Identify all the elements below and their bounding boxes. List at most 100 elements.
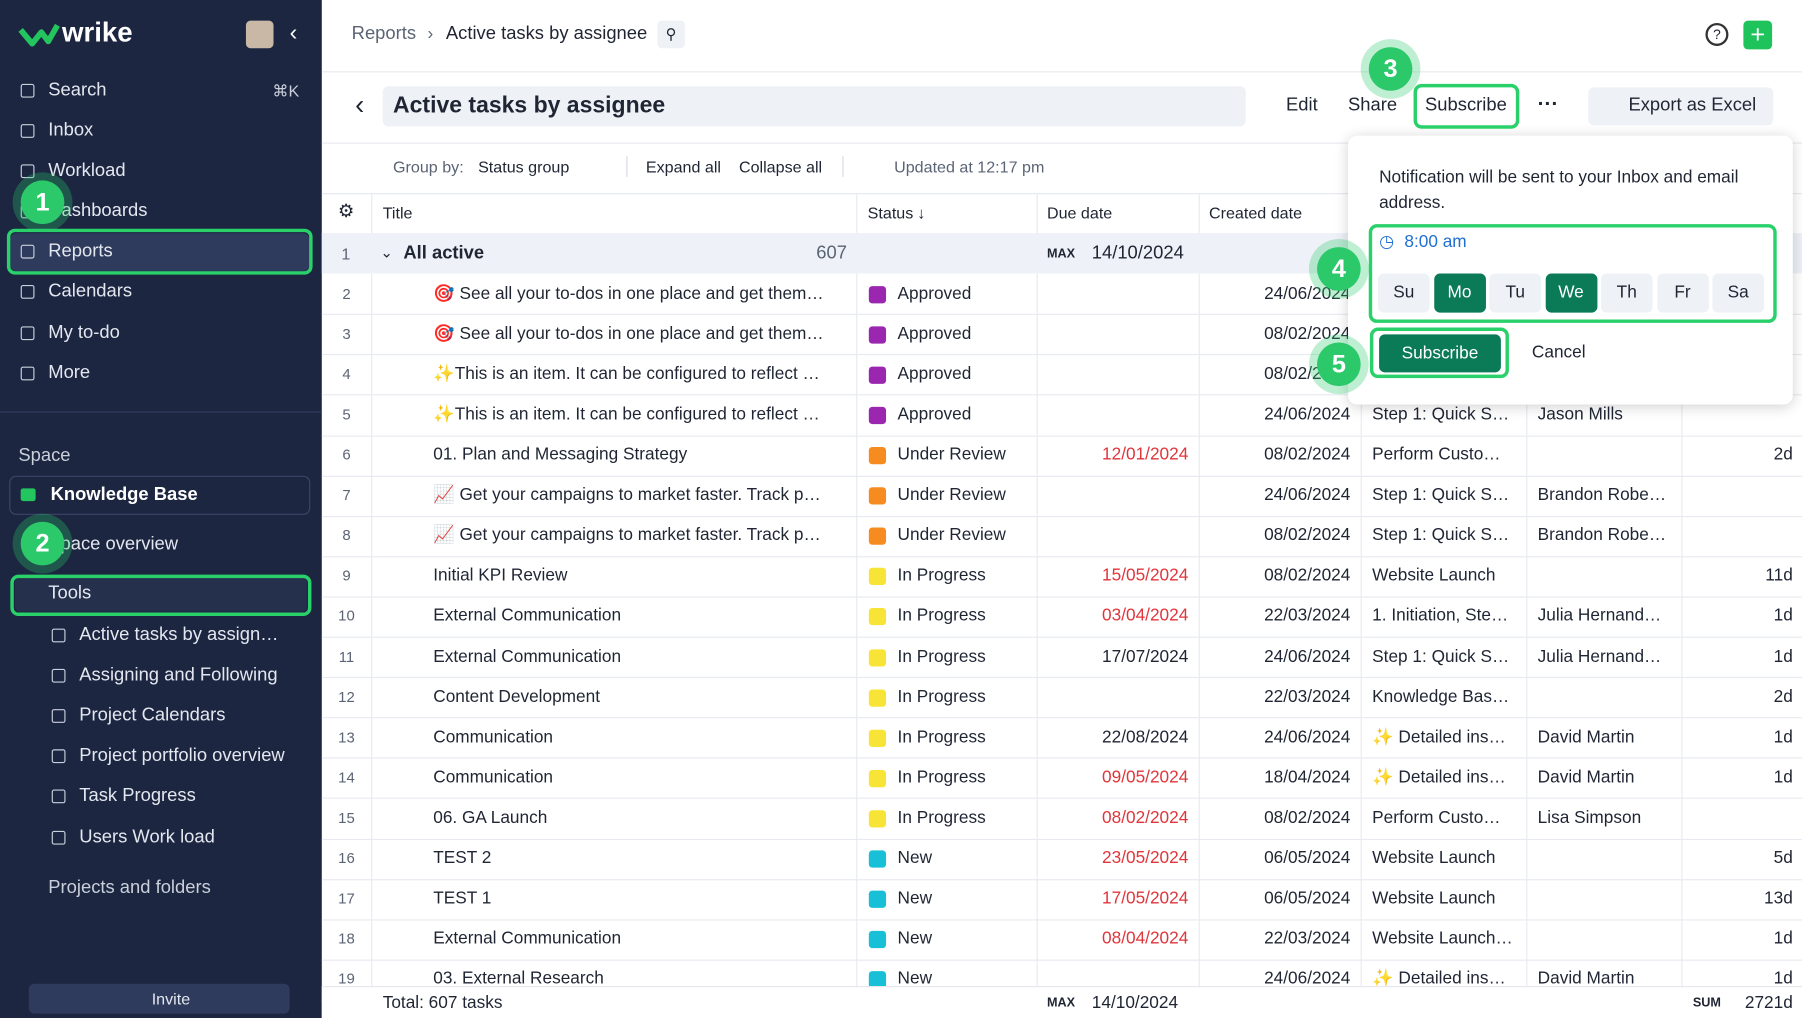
status-swatch [869,810,886,827]
divider [626,156,627,177]
tool-item[interactable]: Project Calendars [79,704,225,729]
tool-item[interactable]: Task Progress [79,784,196,809]
task-title[interactable]: 🎯 See all your to-dos in one place and g… [433,321,849,346]
step-marker: 4 [1317,247,1361,291]
tool-icon [52,709,66,723]
status: Under Review [898,483,1006,508]
column-header[interactable]: Created date [1209,200,1302,225]
status: In Progress [898,725,986,750]
created-date: 08/02/2024 [1264,443,1350,468]
row-number: 1 [341,241,350,266]
task-title[interactable]: ✨This is an item. It can be configured t… [433,402,849,427]
row-number: 18 [322,927,371,952]
highlight-box [1370,328,1509,379]
help-button[interactable]: ? [1705,23,1728,46]
project: Website Launch [1372,564,1495,589]
collapse-button[interactable]: ‹ [290,21,298,47]
task-title[interactable]: ✨This is an item. It can be configured t… [433,362,849,387]
nav-item[interactable]: Inbox [48,118,93,143]
row-number: 3 [322,321,371,346]
invite[interactable]: Invite [152,986,190,1011]
project: Step 1: Quick S… [1372,402,1509,427]
row-border [322,959,1802,960]
tool-item[interactable]: Assigning and Following [79,663,277,688]
nav-item[interactable]: Workload [48,159,125,184]
duration: 2d [1774,685,1793,710]
pin-button[interactable]: ⚲ [657,21,685,49]
row-border [322,637,1802,638]
task-title[interactable]: TEST 2 [433,846,849,871]
task-title[interactable]: Initial KPI Review [433,564,849,589]
task-title[interactable]: External Communication [433,644,849,669]
agg-label: MAX [1047,991,1075,1016]
task-title[interactable]: 📈 Get your campaigns to market faster. T… [433,523,849,548]
tool-item[interactable]: Project portfolio overview [79,744,284,769]
projects-folders[interactable]: Projects and folders [48,876,211,901]
nav-item[interactable]: Search [48,78,106,103]
column-header[interactable]: Due date [1047,200,1112,225]
highlight-box [1369,224,1777,323]
created-date: 24/06/2024 [1264,725,1350,750]
space-overview[interactable]: Space overview [48,532,178,557]
tool-item[interactable]: Users Work load [79,825,215,850]
assignee: David Martin [1538,725,1635,750]
agg-label: MAX [1047,241,1075,266]
task-title[interactable]: Communication [433,765,849,790]
status: Under Review [898,443,1006,468]
settings-icon[interactable]: ⚙ [338,200,354,225]
share-button[interactable]: Share [1348,93,1397,118]
add-button[interactable]: + [1743,21,1772,50]
due-date: 17/07/2024 [1102,644,1188,669]
task-title[interactable]: 01. Plan and Messaging Strategy [433,443,849,468]
due-date: 23/05/2024 [1102,846,1188,871]
status-swatch [869,407,886,424]
nav-icon [21,367,35,381]
row-border [322,758,1802,759]
created-date: 22/03/2024 [1264,685,1350,710]
row-border [322,838,1802,839]
collapse-all[interactable]: Collapse all [739,154,822,179]
column-header[interactable]: Status [868,200,914,225]
status: In Progress [898,806,986,831]
group-value[interactable]: Status group [478,154,569,179]
column-header[interactable]: Title [383,200,413,225]
space-icon [21,488,36,501]
duration: 13d [1764,886,1793,911]
project: Step 1: Quick S… [1372,523,1509,548]
assignee: Julia Hernand… [1538,644,1662,669]
nav-item[interactable]: My to-do [48,321,120,346]
row-border [322,919,1802,920]
row-number: 5 [322,402,371,427]
tool-item[interactable]: Active tasks by assign… [79,623,278,648]
task-title[interactable]: 📈 Get your campaigns to market faster. T… [433,483,849,508]
row-number: 16 [322,846,371,871]
row-border [322,798,1802,799]
edit-button[interactable]: Edit [1286,93,1318,118]
expand-all[interactable]: Expand all [646,154,721,179]
nav-shortcut: ⌘K [272,78,299,103]
status-swatch [869,487,886,504]
breadcrumb[interactable]: Reports [352,22,416,47]
task-title[interactable]: External Communication [433,927,849,952]
row-number: 17 [322,886,371,911]
nav-item[interactable]: Calendars [48,279,132,304]
footer-sum: 2721d [1745,991,1793,1016]
more-button[interactable]: ··· [1538,91,1559,116]
task-title[interactable]: 🎯 See all your to-dos in one place and g… [433,281,849,306]
row-number: 6 [322,443,371,468]
task-title[interactable]: External Communication [433,604,849,629]
task-title[interactable]: Content Development [433,685,849,710]
task-title[interactable]: Communication [433,725,849,750]
nav-item[interactable]: More [48,361,90,386]
status: Approved [898,362,972,387]
assignee: Jason Mills [1538,402,1623,427]
project: Step 1: Quick S… [1372,483,1509,508]
popup-cancel[interactable]: Cancel [1532,340,1586,365]
divider [842,156,843,177]
task-title[interactable]: TEST 1 [433,886,849,911]
back-button[interactable]: ‹ [355,93,364,118]
task-title[interactable]: 06. GA Launch [433,806,849,831]
status-swatch [869,891,886,908]
group-chevron[interactable]: ⌄ [380,240,393,265]
